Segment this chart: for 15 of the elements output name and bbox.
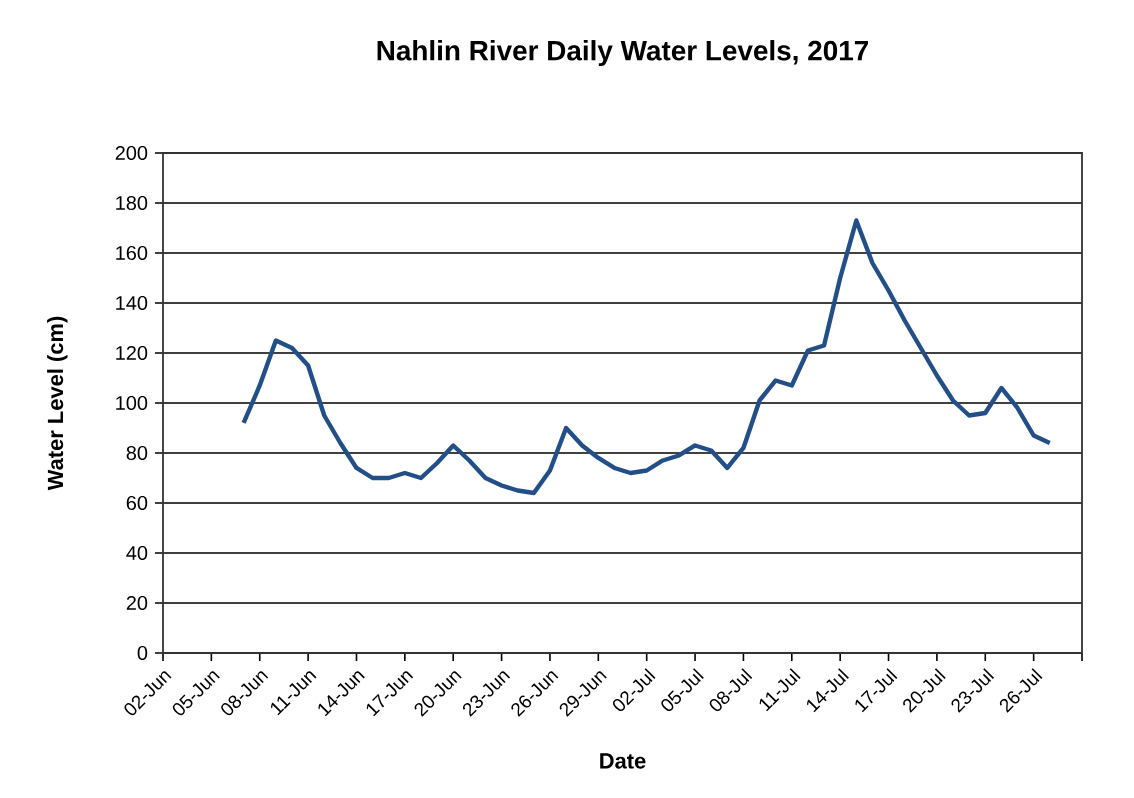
x-axis-title: Date bbox=[600, 753, 646, 769]
y-tick-label: 60 bbox=[126, 495, 148, 511]
y-tick-label: 0 bbox=[137, 645, 148, 661]
y-tick-label: 40 bbox=[126, 545, 148, 561]
chart-title: Nahlin River Daily Water Levels, 2017 bbox=[377, 40, 869, 67]
y-axis-title: Water Level (cm) bbox=[47, 316, 68, 491]
y-tick-label: 120 bbox=[116, 345, 148, 361]
y-tick-label: 180 bbox=[116, 195, 148, 211]
y-tick-label: 20 bbox=[126, 595, 148, 611]
y-tick-label: 140 bbox=[116, 295, 148, 311]
y-tick-label: 80 bbox=[126, 445, 148, 461]
y-tick-label: 160 bbox=[116, 245, 148, 261]
y-tick-label: 200 bbox=[115, 145, 148, 161]
line-series bbox=[241, 218, 1052, 496]
y-tick-label: 100 bbox=[116, 395, 148, 411]
